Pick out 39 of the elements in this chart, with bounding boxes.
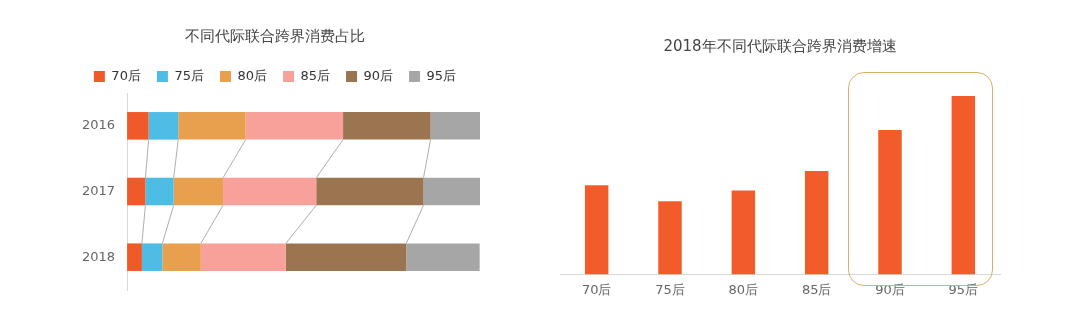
bar: [127, 177, 146, 206]
bar: [658, 201, 682, 275]
y-tick-label: 2017: [81, 182, 116, 198]
bar: [423, 177, 480, 206]
y-tick-label: 2016: [81, 117, 116, 133]
bar: [127, 243, 142, 271]
bar: [316, 177, 424, 206]
legend-label: 95后: [426, 67, 457, 83]
bar: [406, 243, 480, 271]
x-tick-label: 75后: [655, 281, 685, 297]
bar: [878, 129, 902, 275]
bar: [285, 243, 407, 271]
bar: [804, 170, 829, 275]
bar: [245, 112, 344, 140]
x-tick-label: 70后: [581, 281, 612, 297]
chart-title: 不同代际联合跨界消费占比: [185, 26, 365, 45]
bar: [173, 177, 224, 206]
legend-label: 80后: [237, 67, 267, 83]
bar: [951, 96, 976, 275]
x-tick-label: 80后: [728, 281, 759, 297]
bar: [223, 177, 317, 206]
legend-label: 90后: [363, 67, 394, 83]
bar: [343, 112, 431, 140]
bar: [731, 190, 756, 275]
y-tick-label: 2018: [81, 248, 116, 264]
chart-title: 2018年不同代际联合跨界消费增速: [663, 36, 897, 55]
bar: [584, 185, 609, 275]
legend-label: 75后: [174, 67, 204, 83]
bar: [145, 177, 174, 206]
bar: [178, 112, 246, 140]
bar: [148, 112, 179, 140]
bar: [200, 243, 286, 271]
legend-label: 70后: [111, 67, 141, 83]
x-tick-label: 85后: [801, 281, 832, 297]
bar: [162, 243, 201, 271]
bar: [430, 112, 480, 140]
bar: [141, 243, 163, 271]
bar: [127, 112, 149, 140]
legend-label: 85后: [300, 67, 331, 83]
